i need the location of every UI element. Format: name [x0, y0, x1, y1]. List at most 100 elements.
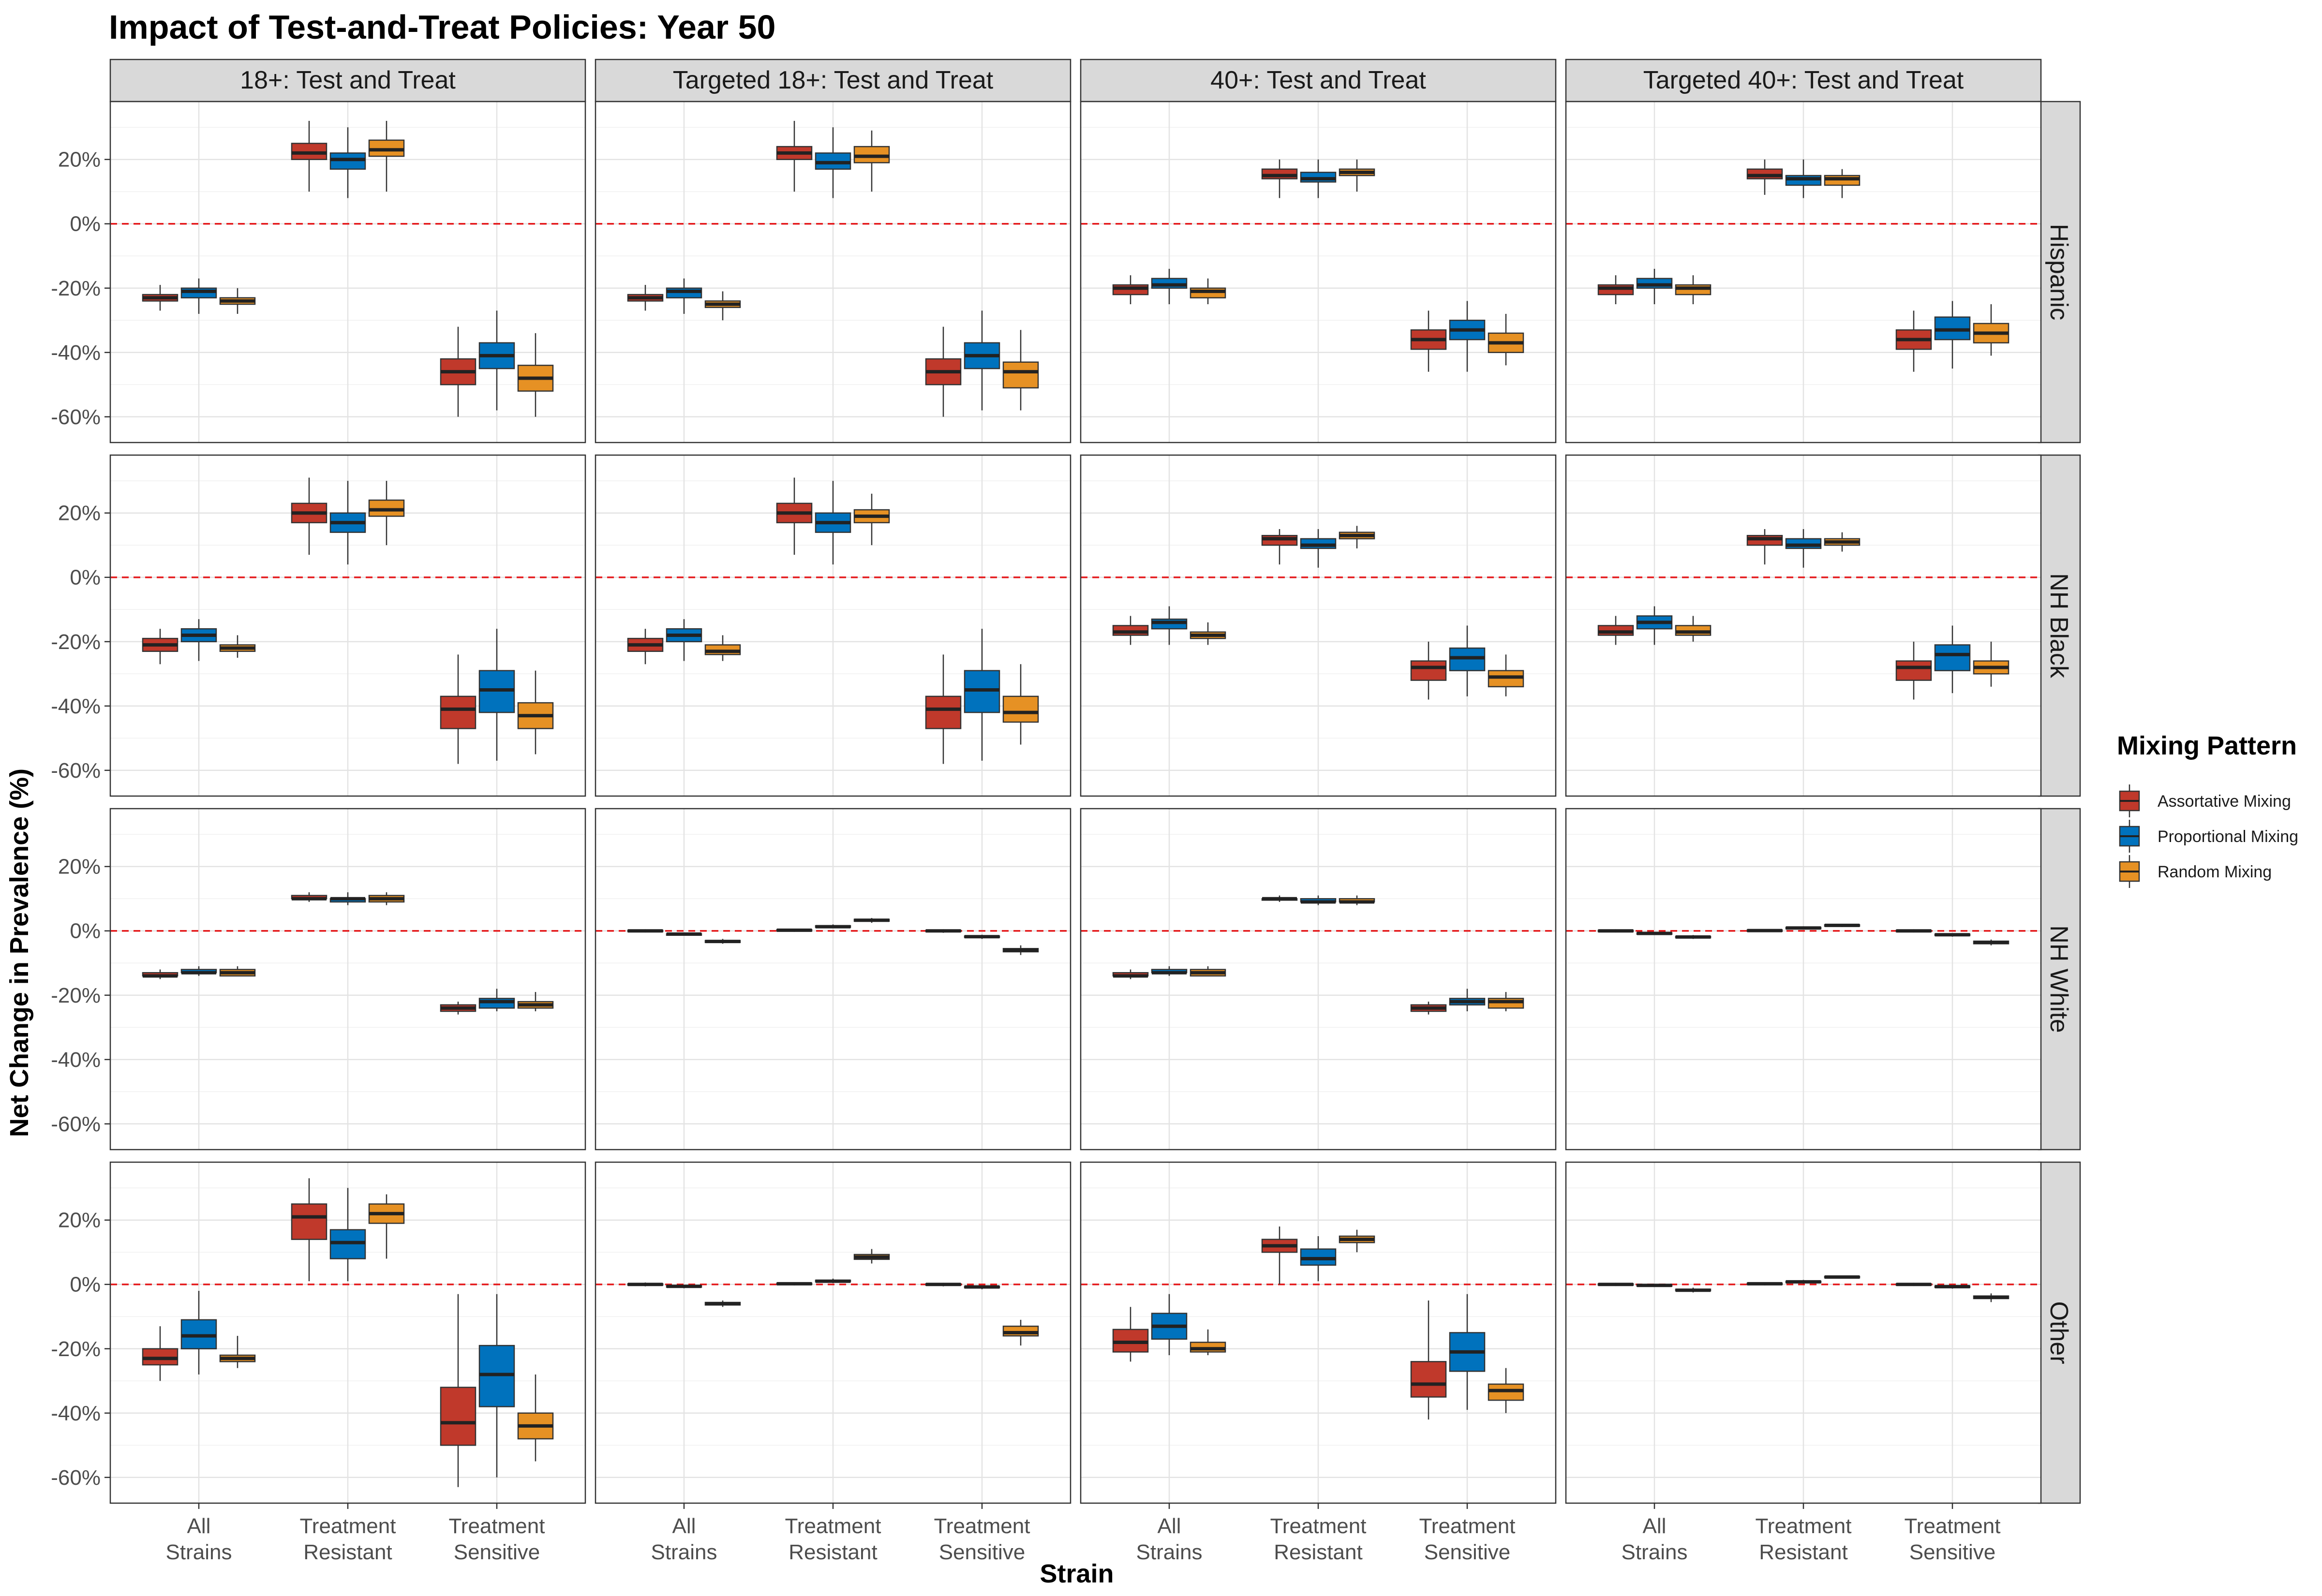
box-proportional-mixing — [1151, 268, 1188, 305]
x-tick-label-line: Resistant — [789, 1540, 877, 1564]
box-proportional-mixing — [1636, 606, 1673, 645]
box-proportional-mixing — [1934, 301, 1971, 369]
box-body — [440, 695, 476, 729]
box-assortative-mixing — [142, 1326, 179, 1381]
panel-other-1 — [109, 1161, 586, 1504]
box-assortative-mixing — [291, 477, 327, 555]
box-random-mixing — [368, 120, 405, 192]
y-tick-label: 20% — [58, 1209, 101, 1232]
legend-label: Random Mixing — [2158, 863, 2272, 881]
x-tick-label-line: Treatment — [1756, 1514, 1852, 1538]
box-random-mixing — [1190, 1329, 1226, 1356]
box-random-mixing — [1675, 935, 1712, 939]
y-axis-nh-black: 20% 0% -20% -40% -60% — [51, 502, 110, 783]
x-tick-label: Treatment Resistant — [1270, 1514, 1367, 1564]
panel-border — [1565, 101, 2042, 443]
box-proportional-mixing — [815, 924, 851, 929]
panel-border — [595, 101, 1072, 443]
box-assortative-mixing — [925, 1283, 962, 1286]
box-assortative-mixing — [776, 1282, 813, 1286]
panel-border — [1080, 454, 1557, 797]
box-random-mixing — [1339, 159, 1375, 192]
x-tick-label-line: Strains — [651, 1540, 717, 1564]
box-proportional-mixing — [1449, 989, 1486, 1012]
panel-border — [1565, 454, 2042, 797]
x-tick-label: Treatment Sensitive — [934, 1514, 1030, 1564]
box-proportional-mixing — [329, 1188, 366, 1282]
box-random-mixing — [1488, 992, 1524, 1012]
box-assortative-mixing — [776, 477, 813, 555]
x-tick-label-line: All — [187, 1514, 211, 1538]
box-assortative-mixing — [291, 1178, 327, 1282]
panel-other-3 — [1080, 1161, 1557, 1504]
box-assortative-mixing — [440, 1294, 476, 1487]
box-assortative-mixing — [142, 285, 179, 311]
panel-nh-black-3 — [1080, 454, 1557, 797]
column-strip-label: 18+: Test and Treat — [240, 66, 456, 94]
box-random-mixing — [1973, 304, 2009, 356]
box-assortative-mixing — [1895, 1283, 1932, 1286]
box-proportional-mixing — [1636, 1284, 1673, 1287]
y-tick-label: 0% — [70, 1273, 101, 1297]
panel-border — [109, 1161, 586, 1504]
x-tick-label-line: Treatment — [934, 1514, 1030, 1538]
box-assortative-mixing — [1597, 616, 1634, 645]
x-tick-label: Treatment Sensitive — [449, 1514, 545, 1564]
panels-layer: 18+: Test and Treat Targeted 18+: Test an… — [51, 59, 2081, 1564]
box-random-mixing — [1002, 945, 1039, 955]
box-random-mixing — [219, 1336, 256, 1368]
box-proportional-mixing — [180, 278, 217, 314]
box-assortative-mixing — [627, 1282, 664, 1286]
box-proportional-mixing — [666, 619, 702, 661]
box-proportional-mixing — [180, 1291, 217, 1374]
y-tick-label: -40% — [51, 1048, 101, 1072]
box-assortative-mixing — [1410, 310, 1447, 372]
box-random-mixing — [1675, 1287, 1712, 1293]
box-assortative-mixing — [1597, 929, 1634, 933]
box-random-mixing — [1488, 654, 1524, 696]
x-tick-label-line: Sensitive — [939, 1540, 1026, 1564]
box-random-mixing — [1824, 532, 1861, 552]
box-body — [440, 1387, 476, 1446]
box-assortative-mixing — [776, 120, 813, 192]
panel-border — [595, 1161, 1072, 1504]
chart-title: Impact of Test-and-Treat Policies: Year … — [109, 8, 775, 46]
panel-border — [1565, 808, 2042, 1151]
panel-hispanic-4 — [1565, 101, 2042, 443]
box-assortative-mixing — [1746, 929, 1783, 932]
box-assortative-mixing — [627, 629, 664, 665]
box-body — [291, 1203, 327, 1240]
row-strip-label: NH Black — [2045, 573, 2073, 679]
panel-hispanic-1 — [109, 101, 586, 443]
box-random-mixing — [853, 130, 890, 192]
box-assortative-mixing — [1261, 159, 1298, 198]
x-tick-label: Treatment Resistant — [785, 1514, 881, 1564]
box-random-mixing — [1339, 526, 1375, 548]
row-strip-background — [2038, 808, 2081, 1151]
box-random-mixing — [1488, 313, 1524, 366]
box-proportional-mixing — [478, 629, 515, 761]
box-random-mixing — [1973, 1293, 2009, 1302]
x-tick-label: All Strains — [1136, 1514, 1203, 1564]
legend-entry-random-mixing: Random Mixing — [2119, 855, 2272, 888]
box-assortative-mixing — [1112, 616, 1149, 645]
box-random-mixing — [1002, 330, 1039, 411]
box-random-mixing — [853, 918, 890, 923]
box-proportional-mixing — [964, 629, 1000, 761]
x-tick-label-line: All — [1643, 1514, 1667, 1538]
y-axis-other: 20% 0% -20% -40% -60% — [51, 1209, 110, 1490]
panel-hispanic-3 — [1080, 101, 1557, 443]
box-proportional-mixing — [1300, 159, 1337, 198]
box-proportional-mixing — [815, 481, 851, 565]
box-random-mixing — [704, 291, 741, 321]
box-random-mixing — [1824, 923, 1861, 927]
row-strip-label: Other — [2045, 1301, 2073, 1364]
panel-border — [109, 808, 586, 1151]
box-proportional-mixing — [1785, 1280, 1822, 1284]
x-tick-label-line: Resistant — [1274, 1540, 1362, 1564]
x-tick-label-line: All — [1158, 1514, 1181, 1538]
row-strip-background — [2038, 101, 2081, 443]
box-assortative-mixing — [1895, 310, 1932, 372]
y-tick-label: -20% — [51, 984, 101, 1007]
column-strip-label: Targeted 40+: Test and Treat — [1643, 66, 1964, 94]
